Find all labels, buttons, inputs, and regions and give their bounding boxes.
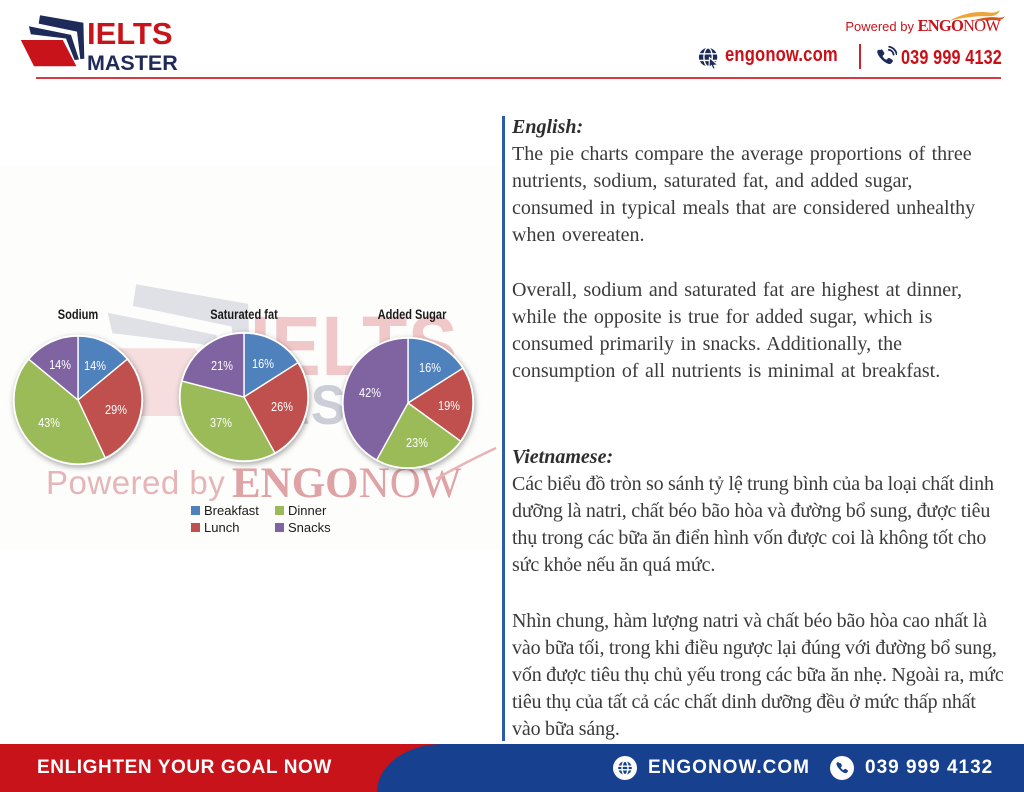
svg-text:Saturated fat: Saturated fat [210,307,278,322]
svg-text:ENGONOW: ENGONOW [232,460,462,507]
svg-text:43%: 43% [38,415,60,430]
svg-text:26%: 26% [271,399,293,414]
svg-text:21%: 21% [211,358,233,373]
svg-text:16%: 16% [252,356,274,371]
svg-text:19%: 19% [438,398,460,413]
svg-text:42%: 42% [359,385,381,400]
svg-text:Sodium: Sodium [58,307,99,322]
svg-text:14%: 14% [49,357,71,372]
svg-text:14%: 14% [84,358,106,373]
svg-text:Powered by: Powered by [46,464,225,501]
svg-text:37%: 37% [210,415,232,430]
svg-text:29%: 29% [105,402,127,417]
svg-text:23%: 23% [406,435,428,450]
svg-text:Added Sugar: Added Sugar [378,307,447,322]
svg-text:16%: 16% [419,360,441,375]
